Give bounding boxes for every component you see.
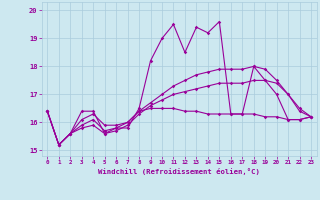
X-axis label: Windchill (Refroidissement éolien,°C): Windchill (Refroidissement éolien,°C) — [98, 168, 260, 175]
